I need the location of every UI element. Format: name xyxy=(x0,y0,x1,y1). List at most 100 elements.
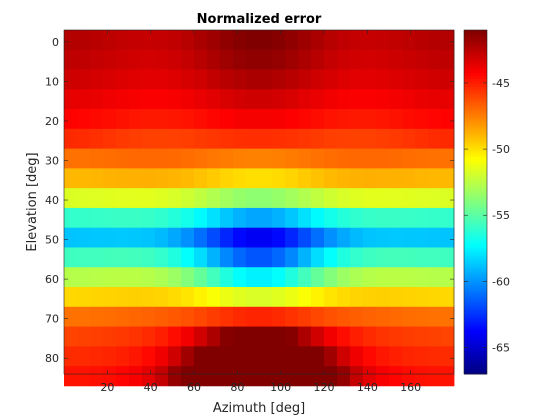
heatmap-cell xyxy=(428,128,442,150)
heatmap-cell xyxy=(116,168,130,189)
heatmap-cell xyxy=(155,326,169,347)
colorbar-segment xyxy=(464,226,487,230)
heatmap-cell xyxy=(129,30,143,51)
heatmap-cell xyxy=(181,326,195,347)
heatmap-cell xyxy=(441,247,455,268)
heatmap-cell xyxy=(168,247,182,268)
heatmap-cell xyxy=(233,306,247,327)
heatmap-cell xyxy=(298,326,312,347)
heatmap-cell xyxy=(64,227,78,248)
colorbar-segment xyxy=(464,210,487,214)
heatmap-cell xyxy=(220,306,234,327)
heatmap-cell xyxy=(311,128,325,150)
colorbar-segment xyxy=(464,333,487,337)
colorbar-segment xyxy=(464,67,487,71)
heatmap-cell xyxy=(324,267,338,288)
heatmap-cell xyxy=(285,207,299,229)
heatmap-cell xyxy=(64,247,78,268)
heatmap-cell xyxy=(142,128,156,150)
heatmap-cell xyxy=(155,247,169,268)
heatmap-cell xyxy=(155,306,169,327)
heatmap-cell xyxy=(77,128,91,150)
heatmap-cell xyxy=(90,49,104,70)
colorbar-segment xyxy=(464,290,487,294)
colorbar-segment xyxy=(464,180,487,184)
heatmap-cell xyxy=(168,148,182,169)
heatmap-cell xyxy=(181,168,195,189)
colorbar-segment xyxy=(464,78,487,82)
y-tick-label: 70 xyxy=(45,313,59,326)
colorbar-segment xyxy=(464,46,487,50)
heatmap-cell xyxy=(90,89,104,110)
heatmap-cell xyxy=(181,69,195,90)
colorbar-segment xyxy=(464,231,487,235)
colorbar-segment xyxy=(464,239,487,243)
heatmap-cell xyxy=(311,326,325,347)
heatmap-cell xyxy=(246,49,260,70)
heatmap-cell xyxy=(181,306,195,327)
heatmap-cell xyxy=(363,89,377,110)
heatmap-cell xyxy=(77,30,91,51)
colorbar-segment xyxy=(464,188,487,192)
heatmap-cell xyxy=(142,267,156,288)
colorbar-segment xyxy=(464,363,487,367)
heatmap-cell xyxy=(402,227,416,248)
colorbar-segment xyxy=(464,107,487,112)
heatmap-cell xyxy=(376,267,390,288)
heatmap-cell xyxy=(168,287,182,308)
heatmap-cell xyxy=(207,188,221,209)
colorbar-segment xyxy=(464,263,487,267)
heatmap-cell xyxy=(116,69,130,90)
heatmap-cell xyxy=(285,89,299,110)
heatmap-cell xyxy=(428,188,442,209)
heatmap-cell xyxy=(337,69,351,90)
heatmap-cell xyxy=(155,30,169,51)
heatmap-cell xyxy=(376,109,390,130)
heatmap-cell xyxy=(220,326,234,347)
heatmap-cell xyxy=(285,227,299,248)
heatmap-cell xyxy=(415,207,429,229)
heatmap-cell xyxy=(402,148,416,169)
heatmap-cell xyxy=(376,168,390,189)
heatmap-cell xyxy=(181,346,195,367)
heatmap-cell xyxy=(259,247,273,268)
heatmap-cell xyxy=(90,267,104,288)
heatmap-cell xyxy=(415,30,429,51)
heatmap-cell xyxy=(116,326,130,347)
heatmap-cell xyxy=(272,207,286,229)
heatmap-cell xyxy=(246,69,260,90)
heatmap-cell xyxy=(233,346,247,367)
heatmap-cell xyxy=(324,306,338,327)
heatmap-cell xyxy=(350,227,364,248)
heatmap-cell xyxy=(428,267,442,288)
heatmap-cell xyxy=(233,89,247,110)
heatmap-cell xyxy=(168,346,182,367)
colorbar-segment xyxy=(464,30,487,34)
colorbar-segment xyxy=(464,113,487,117)
colorbar-segment xyxy=(464,172,487,176)
heatmap-cell xyxy=(324,49,338,70)
heatmap-cell xyxy=(324,30,338,51)
heatmap-cell xyxy=(246,30,260,51)
colorbar-segment xyxy=(464,164,487,168)
heatmap-cell xyxy=(376,306,390,327)
heatmap-cell xyxy=(441,227,455,248)
heatmap-cell xyxy=(402,366,416,387)
heatmap-cell xyxy=(389,287,403,308)
heatmap-cell xyxy=(272,267,286,288)
heatmap-cell xyxy=(402,89,416,110)
colorbar-segment xyxy=(464,271,487,276)
heatmap-cell xyxy=(441,306,455,327)
heatmap-cell xyxy=(168,89,182,110)
colorbar-segment xyxy=(464,371,487,375)
colorbar-segment xyxy=(464,223,487,227)
heatmap-cell xyxy=(376,128,390,150)
heatmap-cell xyxy=(376,326,390,347)
colorbar-tick-label: -60 xyxy=(492,275,510,288)
heatmap-cell xyxy=(207,168,221,189)
heatmap-cell xyxy=(441,128,455,150)
heatmap-cell xyxy=(142,30,156,51)
heatmap-cell xyxy=(311,109,325,130)
heatmap-cell xyxy=(337,346,351,367)
heatmap-cell xyxy=(116,188,130,209)
